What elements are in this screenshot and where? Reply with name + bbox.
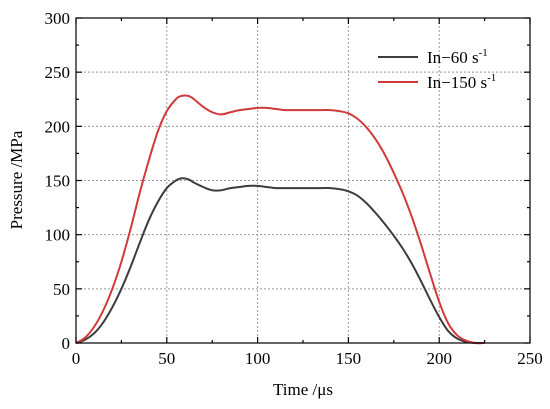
- series-lines: [75, 94, 485, 345]
- tick-labels: 0 50 100 150 200 250 0 50 100 150 200 250 300: [45, 9, 543, 368]
- legend: In−60 s-1In−150 s-1: [378, 47, 496, 92]
- x-tick-label: 100: [245, 349, 271, 368]
- x-axis-title: Time /μs: [273, 380, 333, 399]
- y-tick-label: 300: [45, 9, 71, 28]
- x-tick-label: 150: [336, 349, 362, 368]
- series-line-0: [75, 177, 485, 345]
- y-tick-label: 100: [45, 226, 71, 245]
- y-tick-label: 200: [45, 117, 71, 136]
- x-tick-label: 50: [158, 349, 175, 368]
- series-line-1: [75, 94, 485, 345]
- y-axis-title: Pressure /MPa: [7, 130, 26, 229]
- legend-label-superscript: -1: [487, 72, 496, 84]
- y-tick-label: 250: [45, 63, 71, 82]
- y-tick-label: 0: [62, 334, 71, 353]
- legend-label-text: In−150 s: [427, 73, 487, 92]
- x-tick-label: 250: [517, 349, 543, 368]
- legend-label-0: In−60 s-1: [427, 47, 488, 67]
- axis-ticks: [75, 17, 531, 344]
- legend-label-text: In−60 s: [427, 48, 479, 67]
- y-tick-label: 50: [53, 280, 70, 299]
- legend-label-1: In−150 s-1: [427, 72, 496, 92]
- legend-label-superscript: -1: [479, 47, 488, 59]
- y-tick-label: 150: [45, 172, 71, 191]
- x-tick-label: 0: [72, 349, 81, 368]
- x-tick-label: 200: [426, 349, 452, 368]
